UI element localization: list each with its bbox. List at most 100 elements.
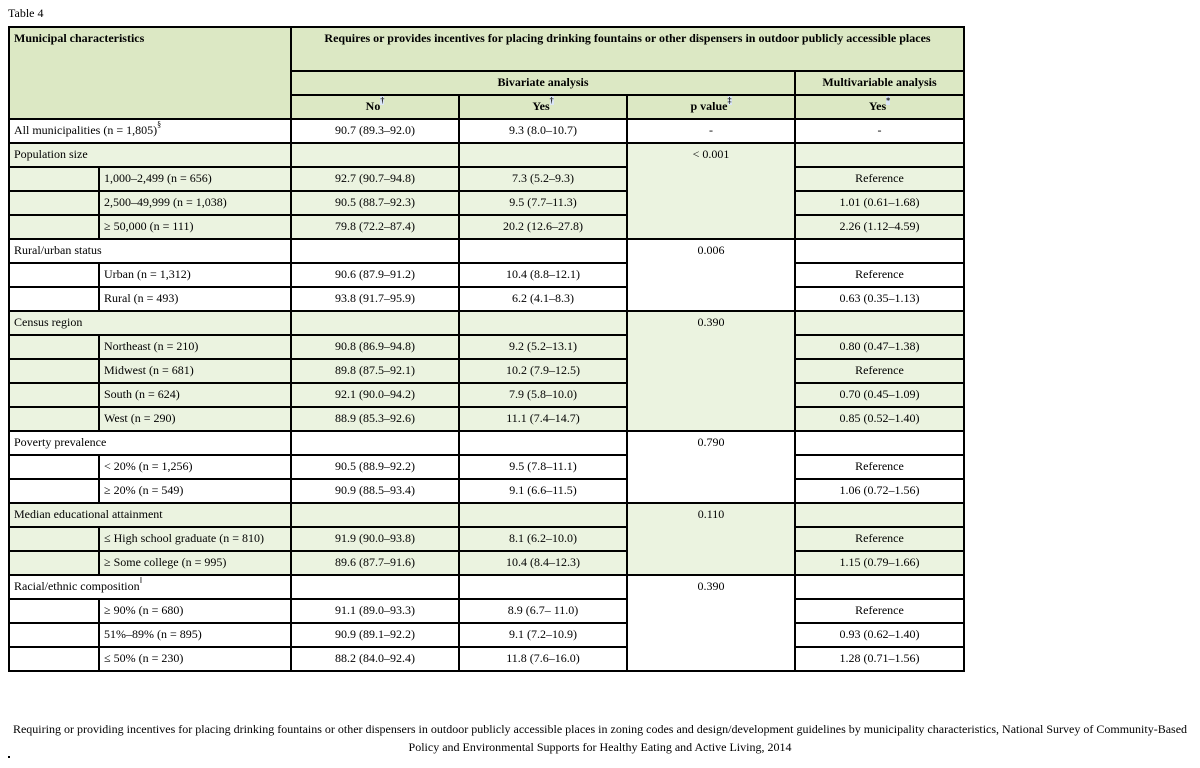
row-label: 1,000–2,499 (n = 656) bbox=[98, 166, 292, 192]
row-label: ≥ 90% (n = 680) bbox=[98, 598, 292, 624]
footnote-asterisk[interactable]: * bbox=[886, 96, 891, 105]
group-label: Census region bbox=[8, 310, 292, 336]
footnote-dagger[interactable]: † bbox=[380, 96, 385, 105]
group-label: Racial/ethnic composition‖ bbox=[8, 574, 292, 600]
cell-multi: 0.70 (0.45–1.09) bbox=[794, 382, 965, 408]
cell-no: 88.9 (85.3–92.6) bbox=[290, 406, 460, 432]
row-label: West (n = 290) bbox=[98, 406, 292, 432]
table-row: < 20% (n = 1,256) 90.5 (88.9–92.2) 9.5 (7.… bbox=[8, 454, 965, 480]
cell-no: 90.9 (88.5–93.4) bbox=[290, 478, 460, 504]
cell-no: 90.8 (86.9–94.8) bbox=[290, 334, 460, 360]
table-row-group: Population size < 0.001 bbox=[8, 142, 965, 240]
cell-yes: 9.5 (7.7–11.3) bbox=[458, 190, 628, 216]
table-row: ≤ High school graduate (n = 810) 91.9 (90… bbox=[8, 526, 965, 552]
cell-yes: 9.3 (8.0–10.7) bbox=[458, 118, 628, 144]
cell-multi: - bbox=[794, 118, 965, 144]
cell-yes bbox=[458, 310, 628, 336]
indent-cell bbox=[8, 406, 100, 432]
cell-p-value: 0.390 bbox=[626, 574, 796, 672]
cell-no: 89.6 (87.7–91.6) bbox=[290, 550, 460, 576]
indent-cell bbox=[8, 190, 100, 216]
cell-yes bbox=[458, 238, 628, 264]
cell-no: 91.1 (89.0–93.3) bbox=[290, 598, 460, 624]
cell-no bbox=[290, 142, 460, 168]
indent-cell bbox=[8, 334, 100, 360]
cell-multi: Reference bbox=[794, 166, 965, 192]
header-yes: Yes† bbox=[458, 94, 628, 120]
footnote-section: § bbox=[157, 120, 162, 129]
cell-multi: 0.93 (0.62–1.40) bbox=[794, 622, 965, 648]
group-label: Rural/urban status bbox=[8, 238, 292, 264]
table-title: Table 4 bbox=[8, 6, 44, 20]
table-row: 2,500–49,999 (n = 1,038) 90.5 (88.7–92.3)… bbox=[8, 190, 965, 216]
indent-cell bbox=[8, 214, 100, 240]
cell-no bbox=[290, 430, 460, 456]
cell-multi: Reference bbox=[794, 262, 965, 288]
row-label: ≤ 50% (n = 230) bbox=[98, 646, 292, 672]
indent-cell bbox=[8, 166, 100, 192]
cell-no: 91.9 (90.0–93.8) bbox=[290, 526, 460, 552]
cell-yes bbox=[458, 142, 628, 168]
header-bivariate: Bivariate analysis bbox=[290, 70, 796, 96]
cell-yes: 10.4 (8.4–12.3) bbox=[458, 550, 628, 576]
header-no: No† bbox=[290, 94, 460, 120]
row-label: ≥ Some college (n = 995) bbox=[98, 550, 292, 576]
row-label: ≥ 20% (n = 549) bbox=[98, 478, 292, 504]
row-label: < 20% (n = 1,256) bbox=[98, 454, 292, 480]
table-row: 1,000–2,499 (n = 656) 92.7 (90.7–94.8) 7.3… bbox=[8, 166, 965, 192]
indent-cell bbox=[8, 262, 100, 288]
cell-no bbox=[290, 310, 460, 336]
cell-multi: 1.06 (0.72–1.56) bbox=[794, 478, 965, 504]
indent-cell bbox=[8, 382, 100, 408]
cell-yes bbox=[458, 574, 628, 600]
cell-no: 79.8 (72.2–87.4) bbox=[290, 214, 460, 240]
cell-multi: Reference bbox=[794, 358, 965, 384]
cell-multi: 1.01 (0.61–1.68) bbox=[794, 190, 965, 216]
footnote-dagger[interactable]: † bbox=[549, 96, 554, 105]
footnote-double-dagger[interactable]: ‡ bbox=[727, 96, 732, 105]
cell-p-value: < 0.001 bbox=[626, 142, 796, 240]
cell-no: 90.7 (89.3–92.0) bbox=[290, 118, 460, 144]
cell-no: 90.6 (87.9–91.2) bbox=[290, 262, 460, 288]
header-municipal-characteristics: Municipal characteristics bbox=[8, 26, 292, 120]
row-label: ≥ 50,000 (n = 111) bbox=[98, 214, 292, 240]
indent-cell bbox=[8, 454, 100, 480]
row-label: Urban (n = 1,312) bbox=[98, 262, 292, 288]
table-row: ≥ 50,000 (n = 111) 79.8 (72.2–87.4) 20.2 (… bbox=[8, 214, 965, 240]
group-label: Poverty prevalence bbox=[8, 430, 292, 456]
cell-no: 92.1 (90.0–94.2) bbox=[290, 382, 460, 408]
cell-yes: 10.2 (7.9–12.5) bbox=[458, 358, 628, 384]
indent-cell bbox=[8, 550, 100, 576]
cell-yes: 10.4 (8.8–12.1) bbox=[458, 262, 628, 288]
cell-multi bbox=[794, 238, 965, 264]
cell-yes: 7.3 (5.2–9.3) bbox=[458, 166, 628, 192]
indent-cell bbox=[8, 478, 100, 504]
cell-yes: 8.1 (6.2–10.0) bbox=[458, 526, 628, 552]
cell-multi bbox=[794, 430, 965, 456]
cell-p-value: 0.110 bbox=[626, 502, 796, 576]
table-row: ≥ 20% (n = 549) 90.9 (88.5–93.4) 9.1 (6.6–… bbox=[8, 478, 965, 504]
group-label: Population size bbox=[8, 142, 292, 168]
header-multi-yes: Yes* bbox=[794, 94, 965, 120]
indent-cell bbox=[8, 598, 100, 624]
cell-no: 88.2 (84.0–92.4) bbox=[290, 646, 460, 672]
indent-cell bbox=[8, 358, 100, 384]
table-row: ≥ 90% (n = 680) 91.1 (89.0–93.3) 8.9 (6.7–… bbox=[8, 598, 965, 624]
cell-yes: 9.2 (5.2–13.1) bbox=[458, 334, 628, 360]
cell-p-value: - bbox=[626, 118, 796, 144]
cell-multi: Reference bbox=[794, 598, 965, 624]
row-label: All municipalities (n = 1,805)§ bbox=[8, 118, 292, 144]
row-label: 2,500–49,999 (n = 1,038) bbox=[98, 190, 292, 216]
cell-no: 90.9 (89.1–92.2) bbox=[290, 622, 460, 648]
indent-cell bbox=[8, 526, 100, 552]
cell-yes: 9.1 (6.6–11.5) bbox=[458, 478, 628, 504]
cell-multi bbox=[794, 574, 965, 600]
cell-multi bbox=[794, 142, 965, 168]
cell-yes: 9.5 (7.8–11.1) bbox=[458, 454, 628, 480]
indent-cell bbox=[8, 286, 100, 312]
cell-multi: 1.28 (0.71–1.56) bbox=[794, 646, 965, 672]
indent-cell bbox=[8, 646, 100, 672]
cell-multi bbox=[794, 310, 965, 336]
data-table: Municipal characteristics Requires or pr… bbox=[8, 26, 965, 672]
footnote-double-bar: ‖ bbox=[139, 576, 142, 585]
